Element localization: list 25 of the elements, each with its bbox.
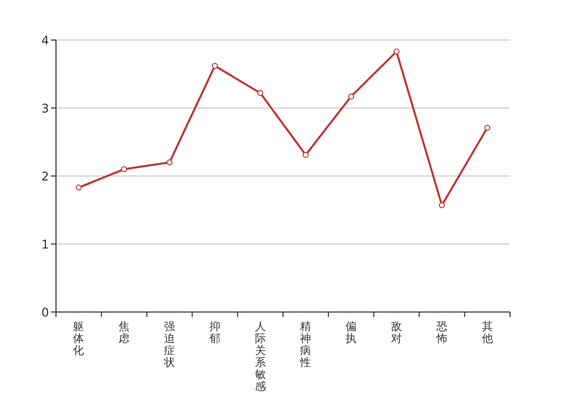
point xyxy=(121,166,128,172)
x-tick-label: 焦虑 xyxy=(118,320,130,345)
point xyxy=(212,62,218,69)
y-tick-label: 3 xyxy=(41,101,49,116)
x-tick-label: 敌对 xyxy=(391,320,402,345)
x-tick-label: 躯体化 xyxy=(73,320,84,357)
point xyxy=(166,159,172,166)
x-tick-label: 精神病性 xyxy=(299,320,312,369)
y-tick-label: 2 xyxy=(41,169,49,184)
y-tick-label: 1 xyxy=(41,237,49,252)
x-tick-label: 强迫症状 xyxy=(163,320,175,369)
x-tick-label: 其他 xyxy=(482,320,493,345)
x-tick-label: 抑郁 xyxy=(209,320,220,345)
y-tick-label: 0 xyxy=(41,305,49,320)
point xyxy=(438,202,445,208)
x-tick-label: 恐怖 xyxy=(435,320,448,345)
point xyxy=(394,48,400,55)
point xyxy=(302,152,309,158)
point xyxy=(257,90,264,96)
point xyxy=(484,124,490,131)
point xyxy=(348,93,354,100)
point xyxy=(76,184,82,191)
x-tick-label: 人际关系敏感 xyxy=(254,320,266,393)
y-tick-label: 4 xyxy=(41,33,49,48)
x-tick-label: 偏执 xyxy=(346,320,357,345)
